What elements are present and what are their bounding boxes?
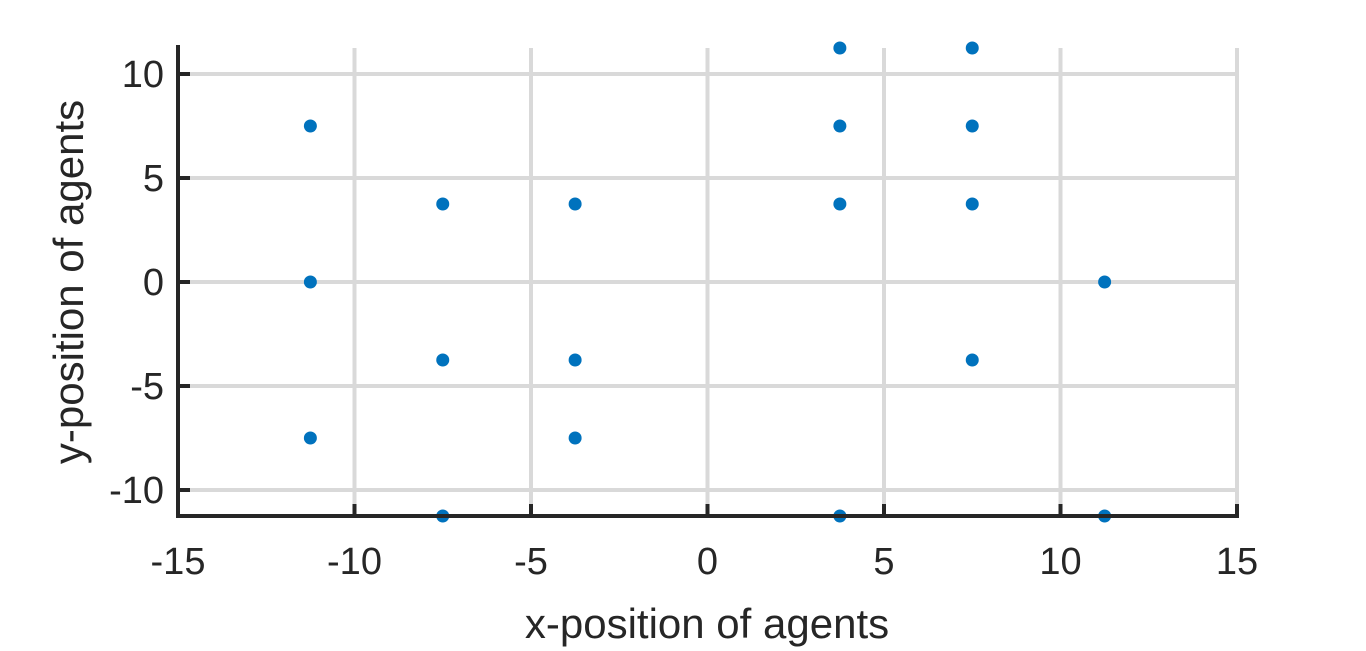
y-tick-label: 5: [143, 158, 164, 200]
x-tick-label: 5: [873, 541, 894, 583]
data-point: [436, 353, 450, 367]
x-tick-label: -15: [151, 541, 206, 583]
data-point: [965, 41, 979, 55]
y-tick-label: 10: [122, 54, 164, 96]
data-points: [303, 41, 1112, 523]
y-tick-label: -10: [109, 470, 164, 512]
data-point: [568, 431, 582, 445]
x-tick-label: -10: [327, 541, 382, 583]
data-point: [1098, 275, 1112, 289]
data-point: [965, 119, 979, 133]
x-tick-label: 10: [1039, 541, 1081, 583]
data-point: [833, 197, 847, 211]
x-tick-label: 0: [697, 541, 718, 583]
data-point: [436, 197, 450, 211]
data-point: [568, 353, 582, 367]
data-point: [303, 275, 317, 289]
data-point: [568, 197, 582, 211]
data-point: [303, 431, 317, 445]
y-tick-label: 0: [143, 262, 164, 304]
tick-labels: -15 -10 -5 0 5 10 15 -10 -5 0 5 10: [109, 54, 1258, 583]
data-point: [303, 119, 317, 133]
data-point: [833, 41, 847, 55]
x-axis-label: x-position of agents: [525, 600, 889, 647]
x-tick-label: 15: [1216, 541, 1258, 583]
x-tick-label: -5: [514, 541, 548, 583]
grid: [178, 48, 1239, 516]
data-point: [833, 119, 847, 133]
y-axis-label: y-position of agents: [45, 100, 92, 464]
y-tick-label: -5: [130, 366, 164, 408]
data-point: [965, 197, 979, 211]
axes: [176, 45, 1239, 518]
data-point: [965, 353, 979, 367]
